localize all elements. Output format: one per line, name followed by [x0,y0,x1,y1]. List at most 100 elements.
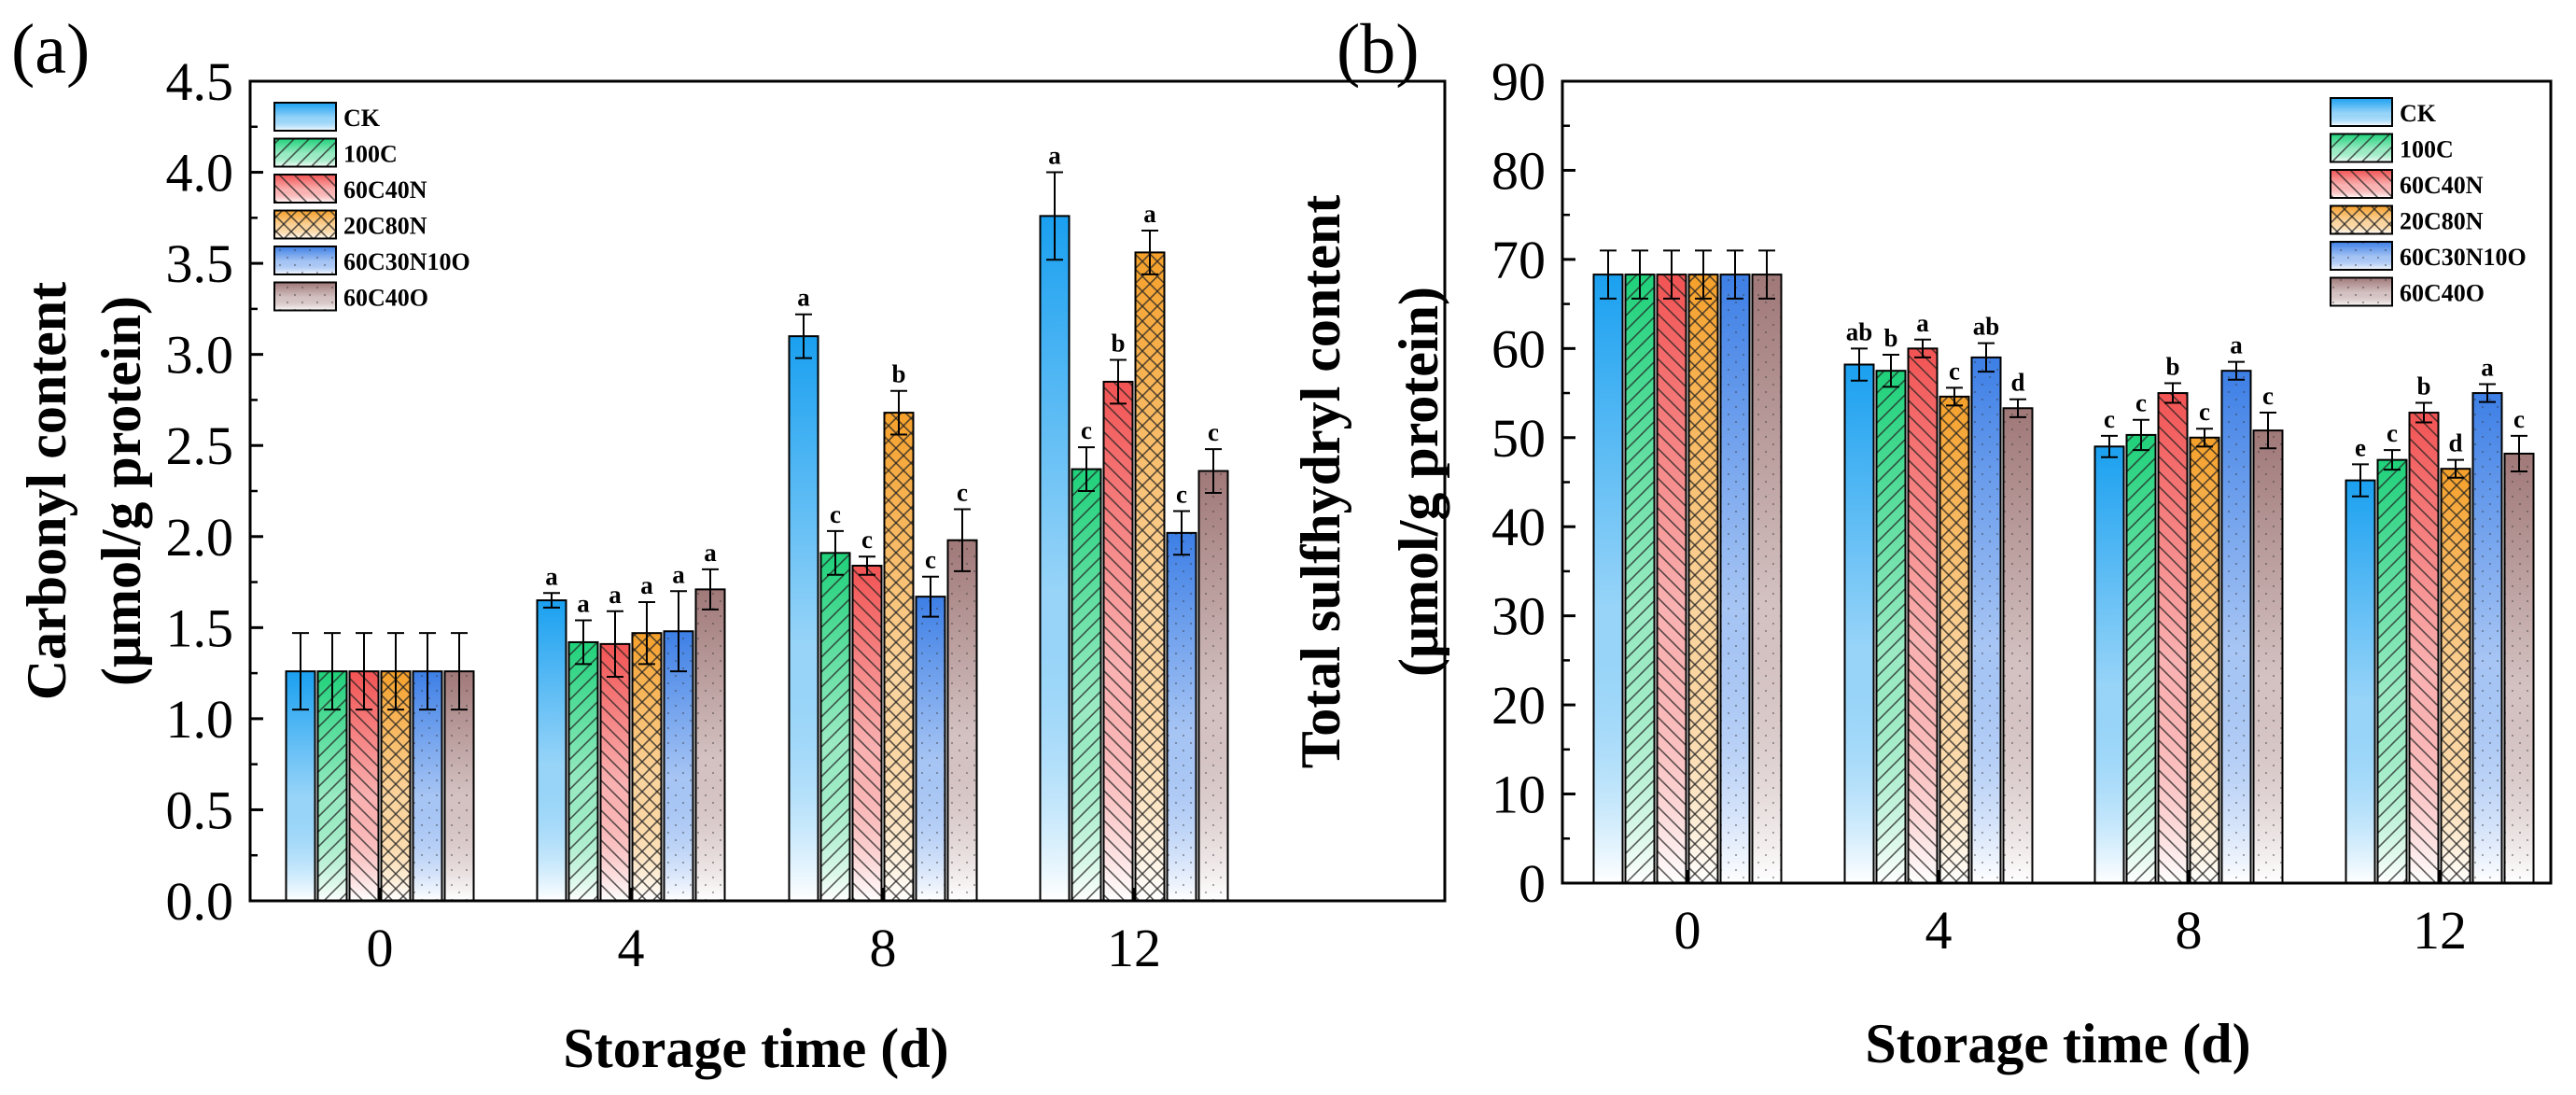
bar-CK-day-12 [1039,215,1071,903]
legend-swatch-hatch [2331,242,2392,270]
bar-hatch [820,553,850,901]
error-bar [1205,448,1222,494]
bar-20C80N-day-8 [883,412,915,902]
legend-swatch-hatch [2331,205,2392,234]
bar-hatch [2253,430,2283,883]
bar-60C30N10O-day-8 [915,596,946,902]
bar-60C30N10O-day-0 [1719,274,1751,884]
legend-swatch-hatch [274,282,336,311]
error-bar [2009,398,2026,418]
error-bar [1046,171,1063,261]
error-bar [1078,446,1095,492]
legend-swatch-hatch [2331,133,2392,162]
legend-entry-60C40N: 60C40N [2330,169,2484,199]
error-bar [2511,434,2527,473]
bar-hatch [1939,396,1969,884]
legend-label: CK [343,105,381,132]
significance-label: c [1176,480,1187,508]
significance-label: a [797,284,810,312]
significance-label: b [1883,324,1897,352]
bar-100C-day-12 [1071,468,1102,902]
error-bar [1631,249,1648,300]
bar-20C80N-day-12 [2440,468,2471,884]
x-tick-label: 12 [2413,900,2467,961]
bar-20C80N-day-4 [631,632,663,902]
error-bar [324,632,341,711]
significance-label: b [2416,372,2430,400]
bar-60C30N10O-day-12 [2471,392,2503,884]
y-tick-label: 40 [1491,497,1546,557]
y-tick-label: 3.0 [166,325,234,386]
bar-hatch [1752,274,1782,883]
bar-60C30N10O-day-4 [663,630,694,902]
bar-20C80N-day-0 [1687,274,1719,884]
bar-fill [1040,216,1070,902]
significance-label: a [672,560,685,588]
y-tick-label: 70 [1491,230,1546,290]
legend-label: 60C30N10O [343,248,470,275]
y-tick-label: 2.0 [166,507,234,568]
legend-swatch-outline [2330,276,2393,307]
error-bar [795,313,812,359]
bar-hatch [1720,274,1750,883]
error-bar [702,568,719,611]
bar-60C40N-day-12 [2408,412,2440,884]
error-bar [859,555,875,576]
legend-swatch-outline [2330,169,2393,199]
bar-hatch [2409,413,2439,883]
bar-hatch [600,643,630,901]
bar-hatch [1876,371,1906,883]
legend-label: 20C80N [343,213,427,240]
error-bar [2447,458,2464,479]
bar-hatch [947,540,977,901]
significance-label: d [2010,369,2024,397]
error-bar [2260,412,2276,450]
error-bar [2352,463,2369,498]
significance-label: c [830,500,841,528]
error-bar [670,590,687,673]
legend: CK 100C 60C40N 20C80N 60C30N10O 60C40O [273,102,470,312]
significance-label: ab [1973,313,2000,341]
y-axis-title-line: (μmol/g protein) [1388,287,1449,677]
x-axis-title: Storage time (d) [1865,1013,2250,1074]
y-tick-label: 2.5 [166,415,234,476]
bar-hatch [1135,252,1165,902]
bar-60C40N-day-8 [851,564,883,902]
bar-hatch [2126,434,2156,883]
error-bar [2479,383,2496,403]
legend-swatch-hatch [274,175,336,203]
error-bar [1758,249,1775,300]
legend-swatch-hatch [274,246,336,274]
legend-swatch-outline [2330,97,2393,127]
bar-fill [1593,274,1623,883]
bar-hatch [2003,408,2033,883]
y-tick-label: 90 [1491,51,1546,112]
error-bar [2133,418,2149,452]
significance-label: c [2262,382,2274,410]
bar-60C30N10O-day-12 [1166,531,1197,902]
y-tick-label: 4.5 [166,51,234,112]
legend-swatch-outline [273,102,337,132]
bar-100C-day-0 [1624,274,1656,884]
bar-hatch [1167,532,1197,901]
significance-label: c [2135,389,2147,417]
significance-label: b [2165,353,2179,381]
bar-60C40O-day-4 [694,588,726,902]
bar-100C-day-4 [567,640,599,902]
legend-entry-60C40O: 60C40O [2330,276,2485,307]
bar-hatch [1971,357,2001,883]
legend-entry-100C: 100C [273,137,398,168]
legend-swatch-outline [273,174,337,204]
error-bar [2228,360,2245,381]
bar-hatch [2472,393,2502,883]
y-tick-label: 60 [1491,318,1546,379]
significance-label: b [1111,330,1125,358]
significance-label: c [925,546,936,574]
legend-label: 100C [2400,136,2454,163]
bar-60C40N-day-0 [1656,274,1687,884]
x-tick-label: 8 [870,918,897,978]
x-tick-label: 0 [367,918,394,978]
bar-hatch [1688,274,1718,883]
significance-label: c [2104,405,2115,433]
bar-hatch [1103,381,1133,901]
